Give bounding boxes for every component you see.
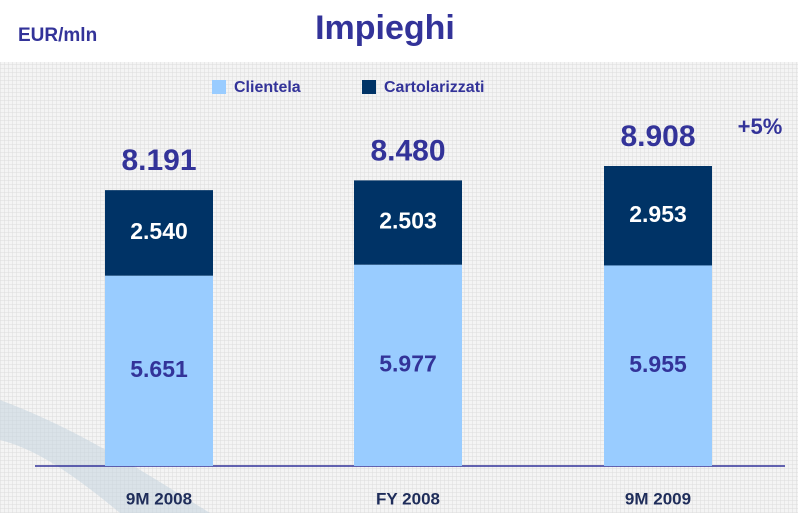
value-label: 5.977	[379, 350, 437, 376]
bar-segment	[604, 166, 712, 266]
chart-title: Impieghi	[315, 9, 455, 47]
bar-segment	[354, 264, 462, 466]
x-tick-label: 9M 2009	[625, 489, 691, 508]
value-label: 5.955	[629, 351, 687, 377]
value-label: 5.651	[130, 356, 188, 382]
total-label: 8.908	[620, 120, 695, 153]
legend-swatch	[212, 80, 226, 94]
legend-label: Clientela	[234, 79, 301, 96]
annotation: +5%	[738, 114, 783, 139]
unit-label: EUR/mln	[18, 25, 97, 46]
bar-segment	[105, 275, 213, 466]
value-label: 2.540	[130, 218, 188, 244]
legend-label: Cartolarizzati	[384, 79, 484, 96]
legend-swatch	[362, 80, 376, 94]
value-label: 2.503	[379, 208, 437, 234]
bar-segment	[105, 190, 213, 276]
total-label: 8.191	[121, 144, 196, 177]
bar-segment	[354, 180, 462, 265]
value-label: 2.953	[629, 201, 687, 227]
x-tick-label: FY 2008	[376, 489, 440, 508]
total-label: 8.480	[370, 134, 445, 167]
x-tick-label: 9M 2008	[126, 489, 192, 508]
bar-segment	[604, 265, 712, 466]
